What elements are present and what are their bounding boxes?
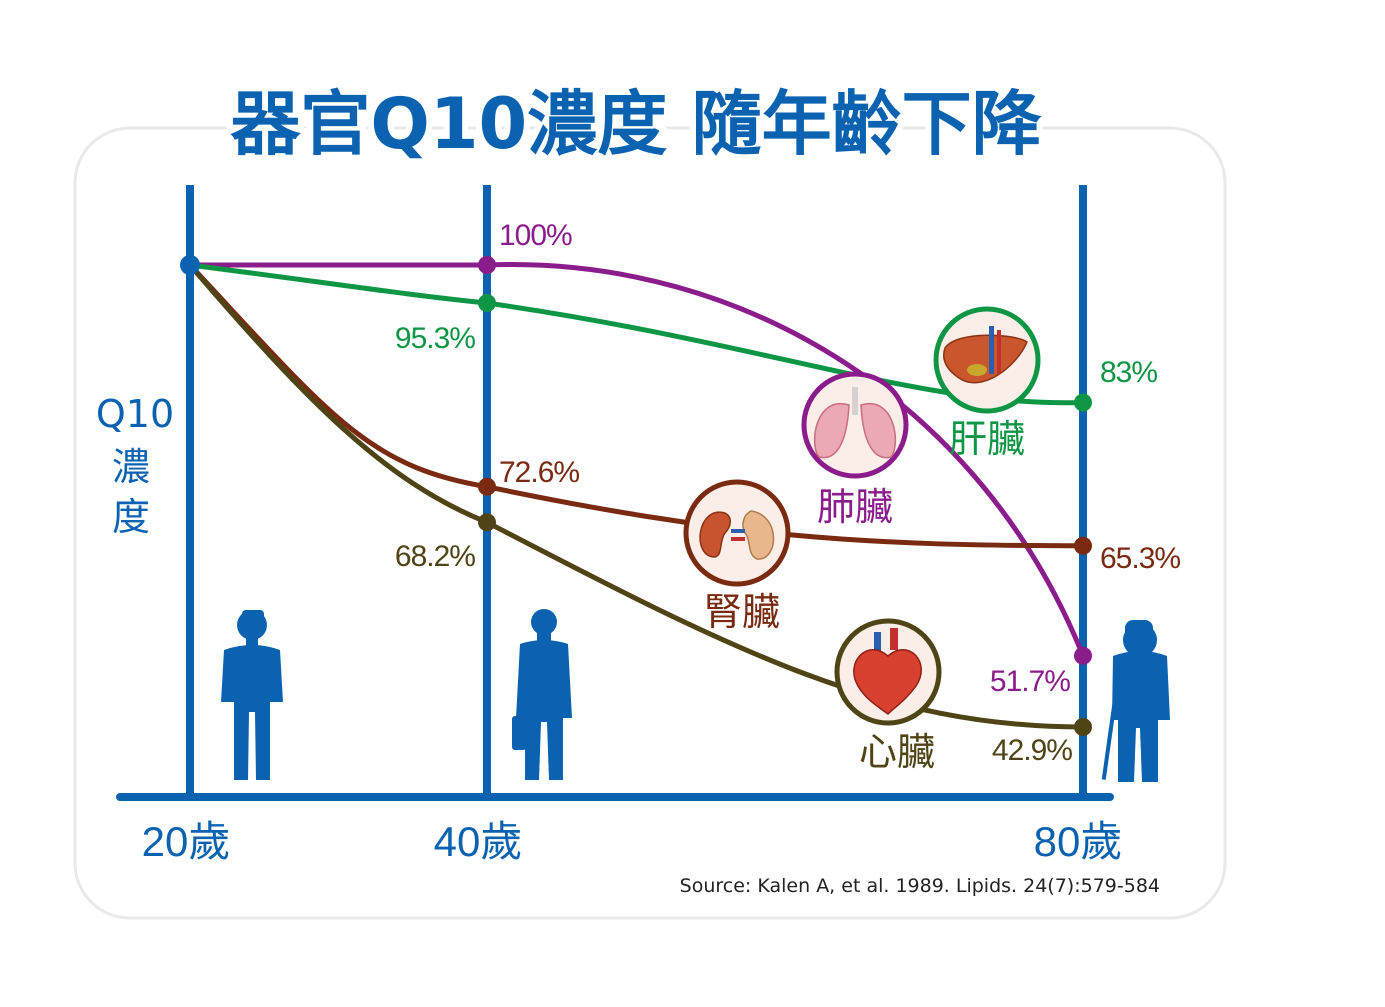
y-axis-label-line: 濃	[112, 445, 150, 489]
data-label: 72.6%	[499, 456, 579, 489]
data-point	[478, 256, 496, 274]
y-axis-label: Q10 濃 度	[96, 392, 174, 539]
x-tick-label: 40歲	[434, 818, 523, 865]
organ-label: 心臟	[859, 730, 935, 774]
series-line	[187, 262, 1086, 659]
data-label: 42.9%	[992, 734, 1072, 767]
lungs-icon	[801, 371, 909, 479]
x-tick-labels: 20歲 40歲 80歲	[142, 818, 1123, 865]
data-label: 65.3%	[1100, 542, 1180, 575]
x-tick-label: 80歲	[1034, 818, 1123, 865]
data-label: 100%	[499, 219, 572, 252]
chart-title: 器官Q10濃度 隨年齡下降	[230, 83, 1041, 165]
data-point	[478, 513, 496, 532]
liver-icon	[933, 306, 1041, 414]
series-line	[187, 262, 1086, 549]
organ-label: 腎臟	[704, 590, 780, 634]
data-label: 83%	[1100, 356, 1157, 389]
kidney-icon	[683, 479, 791, 587]
y-axis-label-line: 度	[112, 495, 150, 539]
elderly-man-icon	[1101, 620, 1170, 782]
data-point	[1074, 393, 1092, 412]
data-point	[478, 294, 496, 313]
data-point	[478, 477, 496, 496]
x-tick-label: 20歲	[142, 818, 231, 865]
organ-label: 肺臟	[817, 485, 893, 529]
heart-icon	[834, 618, 942, 726]
data-label: 95.3%	[395, 322, 475, 355]
y-axis-label-line: Q10	[96, 392, 174, 436]
data-point	[1074, 718, 1092, 736]
data-label: 68.2%	[395, 540, 475, 573]
chart-card	[73, 126, 1227, 920]
organ-label: 肝臟	[949, 417, 1025, 461]
young-man-icon	[221, 610, 283, 780]
data-label: 51.7%	[990, 665, 1070, 698]
businessman-icon	[512, 609, 572, 780]
data-point	[1074, 536, 1092, 555]
origin-point	[180, 255, 200, 275]
data-point	[1074, 646, 1092, 665]
source-citation: Source: Kalen A, et al. 1989. Lipids. 24…	[680, 875, 1160, 897]
